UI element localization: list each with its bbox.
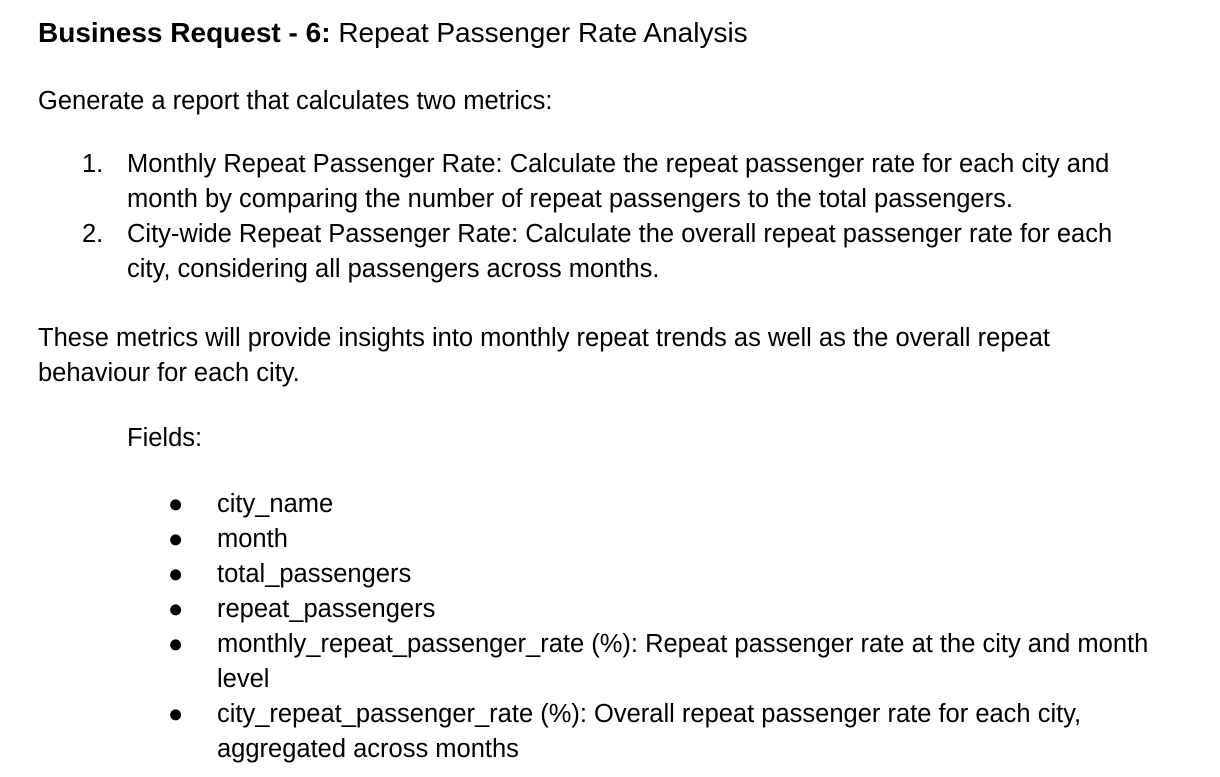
field-text: month bbox=[217, 525, 288, 553]
field-text: city_name bbox=[217, 490, 334, 518]
metric-item: 1. Monthly Repeat Passenger Rate: Calcul… bbox=[82, 147, 1162, 217]
field-text: repeat_passengers bbox=[217, 595, 436, 623]
list-item: ● month bbox=[168, 522, 1168, 557]
intro-text: Generate a report that calculates two me… bbox=[38, 87, 553, 115]
title-bold-prefix: Business Request - 6: bbox=[38, 17, 331, 48]
list-item: ● repeat_passengers bbox=[168, 592, 1168, 627]
list-item: ● city_repeat_passenger_rate (%): Overal… bbox=[168, 697, 1168, 767]
fields-label: Fields: bbox=[127, 424, 203, 452]
field-text: city_repeat_passenger_rate (%): Overall … bbox=[217, 700, 1082, 763]
bullet-icon: ● bbox=[168, 525, 184, 553]
metric-text: City-wide Repeat Passenger Rate: Calcula… bbox=[127, 220, 1113, 283]
metric-text: Monthly Repeat Passenger Rate: Calculate… bbox=[127, 150, 1110, 213]
metric-item: 2. City-wide Repeat Passenger Rate: Calc… bbox=[82, 217, 1162, 287]
metric-number: 1. bbox=[82, 150, 104, 178]
list-item: ● city_name bbox=[168, 487, 1168, 522]
metric-number: 2. bbox=[82, 220, 104, 248]
title-text: Repeat Passenger Rate Analysis bbox=[338, 17, 748, 48]
list-item: ● total_passengers bbox=[168, 557, 1168, 592]
bullet-icon: ● bbox=[168, 595, 184, 623]
bullet-icon: ● bbox=[168, 700, 184, 728]
bullet-icon: ● bbox=[168, 560, 184, 588]
summary-paragraph: These metrics will provide insights into… bbox=[38, 324, 1050, 387]
page-title: Business Request - 6: Repeat Passenger R… bbox=[38, 15, 748, 51]
field-text: total_passengers bbox=[217, 560, 412, 588]
bullet-icon: ● bbox=[168, 630, 184, 658]
field-text: monthly_repeat_passenger_rate (%): Repea… bbox=[217, 630, 1149, 693]
bullet-icon: ● bbox=[168, 490, 184, 518]
fields-list: ● city_name ● month ● total_passengers ●… bbox=[168, 487, 1168, 767]
list-item: ● monthly_repeat_passenger_rate (%): Rep… bbox=[168, 627, 1168, 697]
metrics-list: 1. Monthly Repeat Passenger Rate: Calcul… bbox=[82, 147, 1162, 287]
